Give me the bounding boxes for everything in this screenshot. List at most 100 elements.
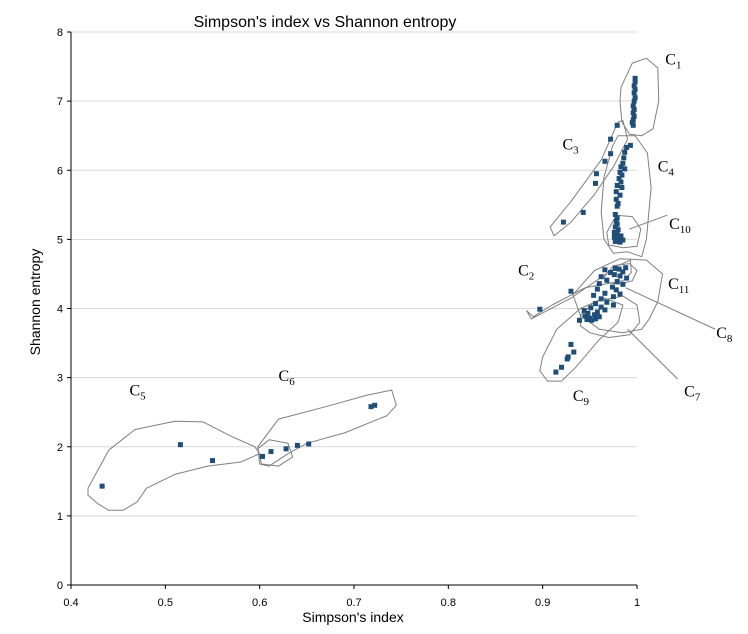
data-point xyxy=(568,288,574,294)
data-point xyxy=(602,307,608,313)
data-point xyxy=(593,171,599,177)
data-point xyxy=(630,110,636,116)
cluster-outline xyxy=(549,120,629,237)
data-point xyxy=(631,98,637,104)
data-point xyxy=(568,341,574,347)
data-point xyxy=(613,287,619,293)
data-point xyxy=(589,317,595,323)
cluster-labels: C1 C3 C4 C10 C2 C11 C8 C7 C9 C5 C6 xyxy=(129,51,732,408)
data-point xyxy=(560,219,566,225)
cluster-label: C5 xyxy=(129,383,146,403)
data-point xyxy=(614,122,620,128)
data-point xyxy=(619,172,625,178)
cluster-label-subscript: 5 xyxy=(140,391,146,403)
chart-title: Simpson's index vs Shannon entropy xyxy=(194,14,457,31)
data-point xyxy=(598,274,604,280)
data-point xyxy=(553,369,559,375)
x-tick-label: 0.6 xyxy=(252,597,267,609)
data-point xyxy=(608,151,614,157)
data-point xyxy=(613,189,619,195)
y-tick-label: 4 xyxy=(57,304,63,316)
data-point xyxy=(564,356,570,362)
x-tick-label: 0.9 xyxy=(535,597,550,609)
cluster-outline xyxy=(619,57,660,137)
cluster-outline xyxy=(257,439,294,467)
data-point xyxy=(602,158,608,164)
data-point xyxy=(537,306,543,312)
y-tick-label: 0 xyxy=(57,580,63,592)
data-point xyxy=(611,272,617,278)
y-tick-label: 2 xyxy=(57,442,63,454)
cluster-label: C6 xyxy=(279,368,296,388)
cluster-label-subscript: 8 xyxy=(727,333,733,345)
data-point xyxy=(612,265,618,271)
data-point xyxy=(611,229,617,235)
data-point xyxy=(610,302,616,308)
cluster-label: C7 xyxy=(684,383,701,403)
cluster-label-subscript: 6 xyxy=(289,376,295,388)
data-point xyxy=(617,273,623,279)
data-point xyxy=(598,304,604,310)
data-point xyxy=(588,305,594,311)
data-point xyxy=(581,308,587,314)
data-point xyxy=(559,364,565,370)
data-point xyxy=(612,224,618,230)
data-point xyxy=(614,221,620,227)
cluster-label: C1 xyxy=(665,51,681,71)
data-point xyxy=(619,185,625,191)
data-point xyxy=(609,284,615,290)
x-tick-label: 0.4 xyxy=(63,597,78,609)
data-point xyxy=(620,237,626,243)
cluster-label-subscript: 10 xyxy=(680,224,692,236)
data-point xyxy=(283,446,289,452)
data-point xyxy=(620,269,626,275)
data-point xyxy=(177,442,183,448)
data-point xyxy=(372,402,378,408)
cluster-label-subscript: 9 xyxy=(584,396,590,408)
data-point xyxy=(598,296,604,302)
cluster-label-subscript: 11 xyxy=(679,284,690,296)
data-point xyxy=(584,317,590,323)
cluster-label-subscript: 2 xyxy=(529,270,535,282)
y-tick-label: 8 xyxy=(57,27,63,39)
cluster-label: C11 xyxy=(668,276,689,296)
cluster-outline xyxy=(600,135,652,258)
data-point xyxy=(616,176,622,182)
data-point xyxy=(621,155,627,161)
y-tick-label: 1 xyxy=(57,511,63,523)
x-tick-label: 0.7 xyxy=(346,597,361,609)
cluster-outline xyxy=(572,258,663,334)
y-tick-label: 6 xyxy=(57,165,63,177)
cluster-outline xyxy=(579,295,641,338)
data-point xyxy=(617,291,623,297)
cluster-label: C4 xyxy=(658,159,675,179)
data-point xyxy=(631,113,637,119)
gridlines xyxy=(71,31,637,517)
x-tick-label: 0.8 xyxy=(441,597,456,609)
data-point xyxy=(623,265,629,271)
data-point xyxy=(613,218,619,224)
data-point xyxy=(627,142,633,148)
x-axis-title: Simpson's index xyxy=(302,609,404,625)
data-point xyxy=(618,233,624,239)
cluster-outline xyxy=(539,297,624,382)
data-point xyxy=(629,120,635,126)
data-point xyxy=(592,180,598,186)
y-tick-label: 3 xyxy=(57,373,63,385)
data-point xyxy=(596,281,602,287)
data-point xyxy=(604,299,610,305)
cluster-label-subscript: 7 xyxy=(695,391,701,403)
y-tick-label: 7 xyxy=(57,96,63,108)
data-point xyxy=(617,239,623,245)
data-point xyxy=(594,309,600,315)
leader-line xyxy=(629,214,668,230)
data-point xyxy=(632,75,638,81)
data-point xyxy=(592,312,598,318)
data-point xyxy=(615,227,621,233)
data-point xyxy=(630,103,636,109)
cluster-label-subscript: 1 xyxy=(676,59,682,71)
leader-lines xyxy=(625,214,716,380)
cluster-label: C2 xyxy=(518,262,534,282)
data-point xyxy=(592,301,598,307)
data-point xyxy=(611,234,617,240)
